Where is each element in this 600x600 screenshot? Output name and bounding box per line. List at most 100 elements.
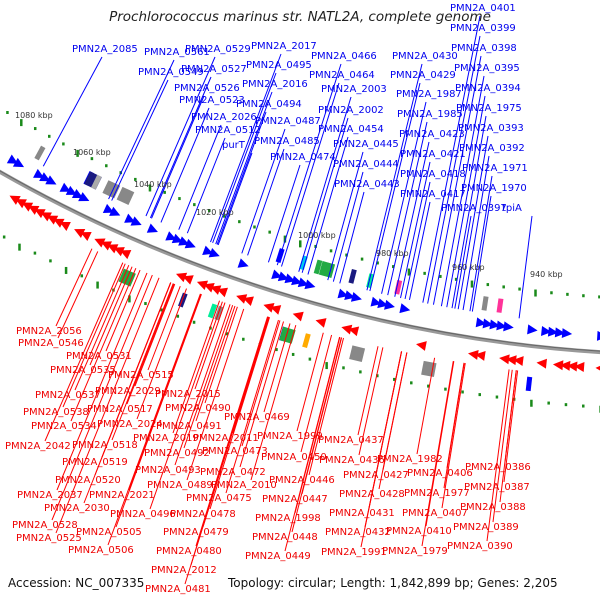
- gene-label[interactable]: PMN2A_0538: [23, 407, 89, 418]
- gene-label[interactable]: PMN2A_0505: [76, 527, 142, 538]
- gene-label[interactable]: tpiA: [502, 203, 522, 214]
- gene-label[interactable]: PMN2A_1975: [456, 103, 522, 114]
- gene-label[interactable]: PMN2A_0436: [319, 455, 385, 466]
- gene-label[interactable]: PMN2A_0423: [399, 129, 465, 140]
- gene-label[interactable]: PMN2A_0475: [186, 493, 252, 504]
- gene-label[interactable]: PMN2A_0430: [392, 51, 458, 62]
- gene-label[interactable]: purT: [222, 140, 245, 151]
- gene-label[interactable]: PMN2A_1999: [257, 431, 323, 442]
- gene-label[interactable]: PMN2A_0472: [200, 467, 266, 478]
- gene-label[interactable]: PMN2A_0520: [55, 475, 121, 486]
- gene-label[interactable]: PMN2A_0466: [311, 51, 377, 62]
- gene-label[interactable]: PMN2A_0394: [455, 83, 521, 94]
- gene-label[interactable]: PMN2A_0506: [68, 545, 134, 556]
- gene-label[interactable]: PMN2A_0417: [400, 189, 466, 200]
- gene-label[interactable]: PMN2A_0392: [459, 143, 525, 154]
- gene-label[interactable]: PMN2A_0529: [185, 44, 251, 55]
- gene-label[interactable]: PMN2A_0395: [454, 63, 520, 74]
- gene-label[interactable]: PMN2A_0480: [156, 546, 222, 557]
- gene-label[interactable]: PMN2A_0449: [245, 551, 311, 562]
- gene-label[interactable]: PMN2A_0410: [386, 526, 452, 537]
- gene-label[interactable]: PMN2A_0535: [50, 365, 116, 376]
- gene-label[interactable]: PMN2A_1979: [382, 546, 448, 557]
- gene-label[interactable]: PMN2A_0450: [261, 452, 327, 463]
- gene-label[interactable]: PMN2A_0386: [465, 462, 531, 473]
- gene-label[interactable]: PMN2A_0464: [309, 70, 375, 81]
- gene-label[interactable]: PMN2A_2015: [155, 389, 221, 400]
- gene-label[interactable]: PMN2A_0491: [156, 421, 222, 432]
- gene-label[interactable]: PMN2A_0561: [144, 47, 210, 58]
- gene-label[interactable]: PMN2A_0432: [325, 527, 391, 538]
- gene-label[interactable]: PMN2A_1998: [255, 513, 321, 524]
- gene-label[interactable]: PMN2A_0526: [174, 83, 240, 94]
- gene-label[interactable]: PMN2A_0454: [318, 124, 384, 135]
- gene-label[interactable]: PMN2A_0490: [165, 403, 231, 414]
- gene-label[interactable]: PMN2A_2030: [44, 503, 110, 514]
- gene-label[interactable]: PMN2A_0387: [464, 482, 530, 493]
- gene-label[interactable]: PMN2A_0525: [16, 533, 82, 544]
- gene-label[interactable]: PMN2A_0494: [236, 99, 302, 110]
- gene-label[interactable]: PMN2A_0388: [460, 502, 526, 513]
- gene-label[interactable]: PMN2A_0428: [339, 489, 405, 500]
- gene-label[interactable]: PMN2A_2011: [193, 433, 259, 444]
- gene-label[interactable]: PMN2A_0398: [451, 43, 517, 54]
- gene-label[interactable]: PMN2A_2021: [89, 490, 155, 501]
- gene-label[interactable]: PMN2A_0527: [181, 64, 247, 75]
- gene-label[interactable]: PMN2A_0531: [66, 351, 132, 362]
- gene-label[interactable]: PMN2A_0437: [318, 435, 384, 446]
- gene-label[interactable]: PMN2A_0448: [252, 532, 318, 543]
- gene-label[interactable]: PMN2A_0473: [202, 446, 268, 457]
- gene-label[interactable]: PMN2A_0429: [390, 70, 456, 81]
- gene-label[interactable]: PMN2A_0399: [450, 23, 516, 34]
- gene-label[interactable]: PMN2A_0512: [195, 125, 261, 136]
- gene-label[interactable]: PMN2A_2026: [191, 112, 257, 123]
- gene-label[interactable]: PMN2A_0469: [224, 412, 290, 423]
- gene-label[interactable]: PMN2A_0546: [18, 338, 84, 349]
- gene-label[interactable]: PMN2A_0406: [407, 468, 473, 479]
- gene-label[interactable]: PMN2A_2042: [5, 441, 71, 452]
- gene-label[interactable]: PMN2A_0421: [400, 149, 466, 160]
- gene-label[interactable]: PMN2A_0528: [12, 520, 78, 531]
- gene-label[interactable]: PMN2A_0523: [179, 95, 245, 106]
- gene-label[interactable]: PMN2A_0445: [333, 139, 399, 150]
- gene-label[interactable]: PMN2A_0407: [402, 508, 468, 519]
- gene-label[interactable]: PMN2A_0443: [334, 179, 400, 190]
- gene-label[interactable]: PMN2A_2003: [321, 84, 387, 95]
- gene-label[interactable]: PMN2A_2056: [16, 326, 82, 337]
- gene-label[interactable]: PMN2A_0493: [135, 465, 201, 476]
- gene-label[interactable]: PMN2A_0515: [108, 370, 174, 381]
- gene-label[interactable]: PMN2A_0431: [329, 508, 395, 519]
- gene-label[interactable]: PMN2A_0418: [400, 169, 466, 180]
- gene-label[interactable]: PMN2A_0397: [441, 203, 507, 214]
- gene-label[interactable]: PMN2A_0446: [269, 475, 335, 486]
- gene-label[interactable]: PMN2A_2016: [242, 79, 308, 90]
- gene-label[interactable]: PMN2A_2010: [211, 480, 277, 491]
- gene-label[interactable]: PMN2A_0519: [62, 457, 128, 468]
- gene-label[interactable]: PMN2A_2037: [17, 490, 83, 501]
- gene-label[interactable]: PMN2A_1977: [404, 488, 470, 499]
- gene-label[interactable]: PMN2A_2085: [72, 44, 138, 55]
- gene-label[interactable]: PMN2A_0444: [333, 159, 399, 170]
- gene-label[interactable]: PMN2A_0518: [72, 440, 138, 451]
- gene-label[interactable]: PMN2A_0390: [447, 541, 513, 552]
- gene-label[interactable]: PMN2A_0427: [343, 470, 409, 481]
- gene-label[interactable]: PMN2A_2024: [97, 419, 163, 430]
- gene-label[interactable]: PMN2A_0389: [453, 522, 519, 533]
- gene-label[interactable]: PMN2A_2012: [151, 565, 217, 576]
- gene-label[interactable]: PMN2A_0534: [31, 421, 97, 432]
- gene-label[interactable]: PMN2A_0447: [262, 494, 328, 505]
- gene-label[interactable]: PMN2A_0487: [255, 116, 321, 127]
- gene-label[interactable]: PMN2A_0401: [450, 3, 516, 14]
- gene-label[interactable]: PMN2A_0481: [145, 584, 211, 595]
- gene-label[interactable]: PMN2A_0393: [458, 123, 524, 134]
- gene-label[interactable]: PMN2A_1970: [461, 183, 527, 194]
- gene-label[interactable]: PMN2A_0495: [246, 60, 312, 71]
- gene-label[interactable]: PMN2A_0549: [138, 67, 204, 78]
- gene-label[interactable]: PMN2A_2002: [318, 105, 384, 116]
- gene-label[interactable]: PMN2A_0517: [87, 404, 153, 415]
- gene-label[interactable]: PMN2A_0474: [270, 152, 336, 163]
- gene-label[interactable]: PMN2A_1985: [397, 109, 463, 120]
- gene-label[interactable]: PMN2A_1987: [396, 89, 462, 100]
- gene-label[interactable]: PMN2A_2017: [251, 41, 317, 52]
- gene-label[interactable]: PMN2A_0537: [35, 390, 101, 401]
